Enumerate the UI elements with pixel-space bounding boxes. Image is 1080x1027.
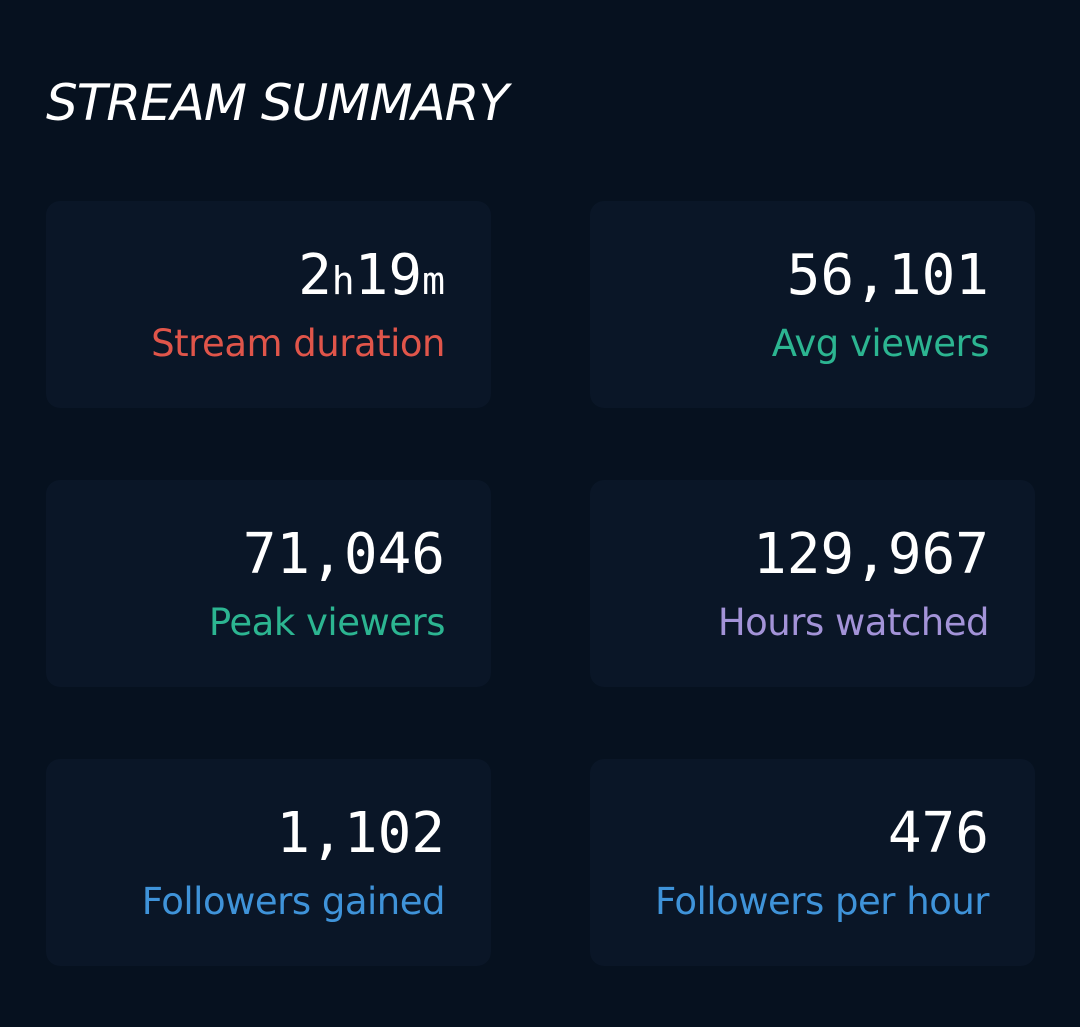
stat-card-followers-gained: 1,102 Followers gained [46, 759, 491, 966]
stat-label: Avg viewers [771, 322, 990, 365]
duration-hours-unit: h [331, 259, 355, 303]
duration-minutes: 19 [354, 243, 423, 308]
stat-card-followers-per-hour: 476 Followers per hour [590, 759, 1035, 966]
stat-value: 71,046 [242, 522, 445, 587]
page-title: STREAM SUMMARY [46, 74, 509, 132]
duration-hours: 2 [298, 243, 332, 308]
stat-card-stream-duration: 2h19m Stream duration [46, 201, 491, 408]
stat-card-avg-viewers: 56,101 Avg viewers [590, 201, 1035, 408]
stat-label: Hours watched [717, 601, 990, 644]
stat-value: 56,101 [786, 243, 989, 308]
stat-label: Followers per hour [654, 880, 990, 923]
stat-label: Followers gained [141, 880, 446, 923]
stat-value: 1,102 [276, 801, 445, 866]
stat-label: Peak viewers [208, 601, 446, 644]
stat-value: 129,967 [752, 522, 989, 587]
stat-card-peak-viewers: 71,046 Peak viewers [46, 480, 491, 687]
stat-label: Stream duration [151, 322, 445, 365]
stat-value: 476 [887, 801, 989, 866]
duration-minutes-unit: m [422, 259, 445, 303]
stat-value: 2h19m [298, 243, 445, 314]
stat-card-hours-watched: 129,967 Hours watched [590, 480, 1035, 687]
